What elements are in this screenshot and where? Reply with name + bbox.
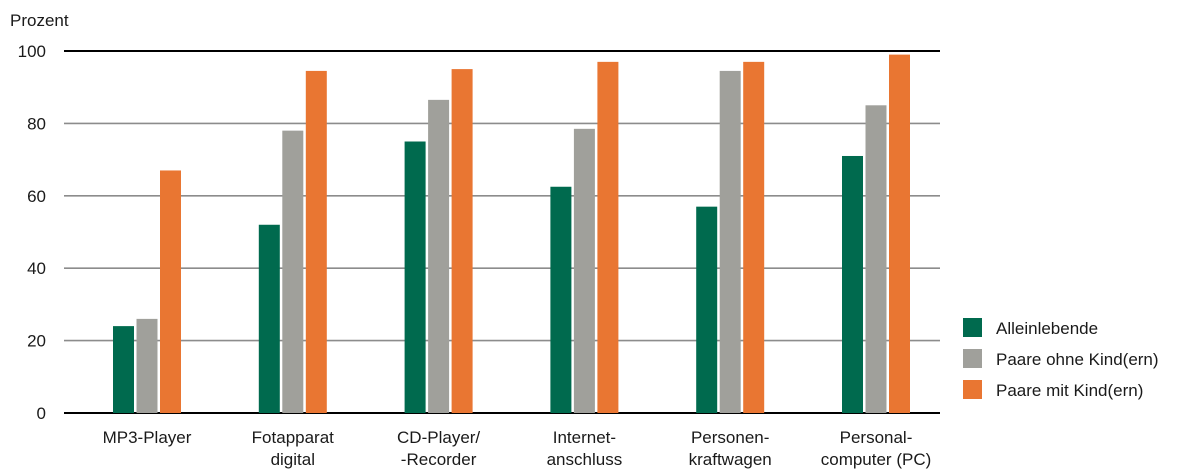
category-label: Personen- (691, 428, 769, 447)
y-tick-label: 0 (37, 404, 46, 423)
gridlines (64, 50, 940, 414)
legend: Alleinlebende Paare ohne Kind(ern) Paare m… (963, 318, 1159, 400)
y-tick-label: 20 (27, 332, 46, 351)
bar (305, 70, 327, 413)
bar (282, 130, 304, 413)
y-tick-label: 60 (27, 187, 46, 206)
legend-swatch (963, 349, 982, 368)
legend-swatch (963, 380, 982, 399)
bar (597, 61, 619, 414)
bar (160, 170, 181, 413)
y-tick-label: 40 (27, 259, 46, 278)
legend-swatch (963, 318, 982, 337)
category-label: digital (271, 450, 315, 469)
bars (113, 54, 910, 414)
category-label: computer (PC) (821, 450, 932, 469)
bar (743, 61, 765, 414)
category-label: Fotapparat (252, 428, 334, 447)
bar (696, 206, 718, 413)
bar (258, 224, 280, 413)
legend-label: Paare ohne Kind(ern) (996, 350, 1159, 369)
category-label: CD-Player/ (397, 428, 480, 447)
y-tick-labels: 0 20 40 60 80 100 (18, 42, 46, 423)
category-label: anschluss (547, 450, 623, 469)
category-label: -Recorder (401, 450, 477, 469)
bar (136, 318, 158, 413)
legend-label: Paare mit Kind(ern) (996, 381, 1143, 400)
bar (842, 155, 863, 414)
bar (428, 99, 450, 414)
y-axis-label: Prozent (10, 11, 69, 30)
bar (451, 69, 473, 413)
bar (573, 128, 595, 413)
bar (404, 141, 426, 413)
bar (889, 54, 910, 414)
y-tick-label: 100 (18, 42, 46, 61)
bar (550, 186, 572, 413)
bar (113, 326, 134, 413)
category-label: Personal- (840, 428, 913, 447)
category-label: kraftwagen (689, 450, 772, 469)
category-label: MP3-Player (103, 428, 192, 447)
category-label: Internet- (553, 428, 616, 447)
y-tick-label: 80 (27, 114, 46, 133)
bar (865, 105, 887, 414)
legend-label: Alleinlebende (996, 319, 1098, 338)
bar (719, 70, 741, 413)
category-labels: MP3-Player Fotapparat digital CD-Player/ -Re… (103, 428, 932, 469)
